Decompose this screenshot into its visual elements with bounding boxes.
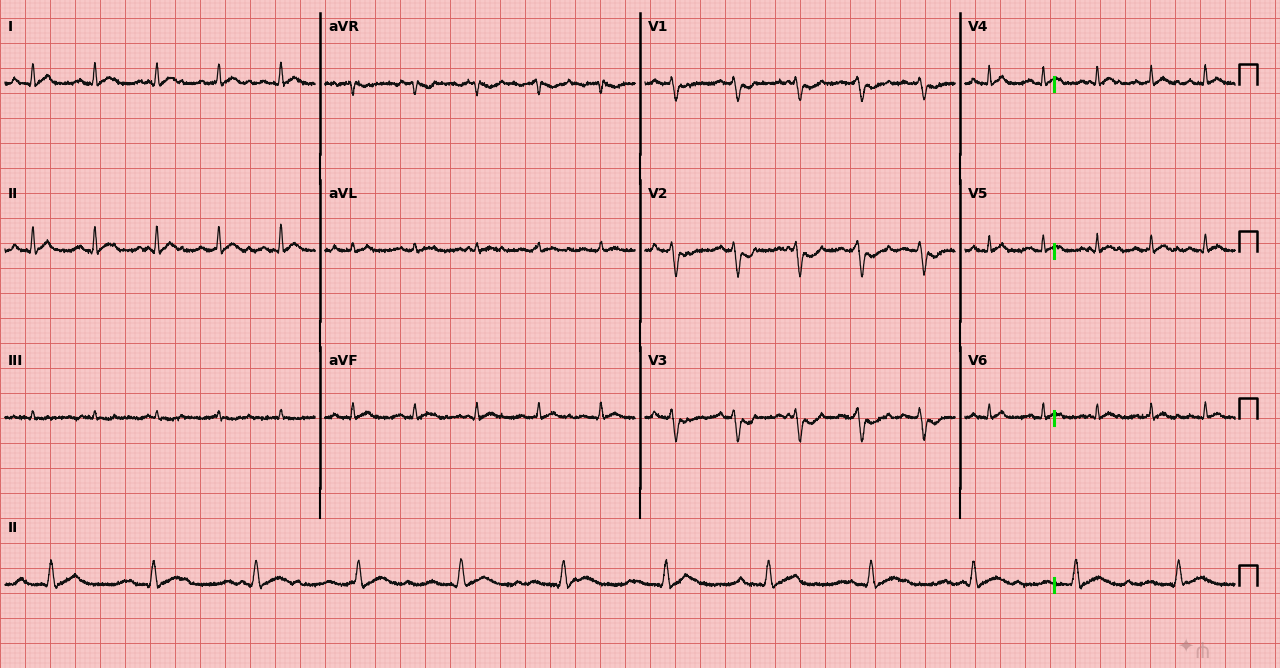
Text: ψ: ψ bbox=[1193, 640, 1207, 660]
Text: II: II bbox=[8, 187, 18, 201]
Text: V2: V2 bbox=[648, 187, 668, 201]
Text: III: III bbox=[8, 354, 23, 368]
Text: V5: V5 bbox=[968, 187, 988, 201]
Text: V6: V6 bbox=[968, 354, 988, 368]
Text: I: I bbox=[8, 20, 13, 34]
Text: V4: V4 bbox=[968, 20, 988, 34]
Text: aVL: aVL bbox=[328, 187, 357, 201]
Text: V1: V1 bbox=[648, 20, 668, 34]
Text: aVR: aVR bbox=[328, 20, 358, 34]
Text: II: II bbox=[8, 521, 18, 535]
Text: aVF: aVF bbox=[328, 354, 357, 368]
Text: ✦: ✦ bbox=[1176, 637, 1193, 655]
Text: V3: V3 bbox=[648, 354, 668, 368]
